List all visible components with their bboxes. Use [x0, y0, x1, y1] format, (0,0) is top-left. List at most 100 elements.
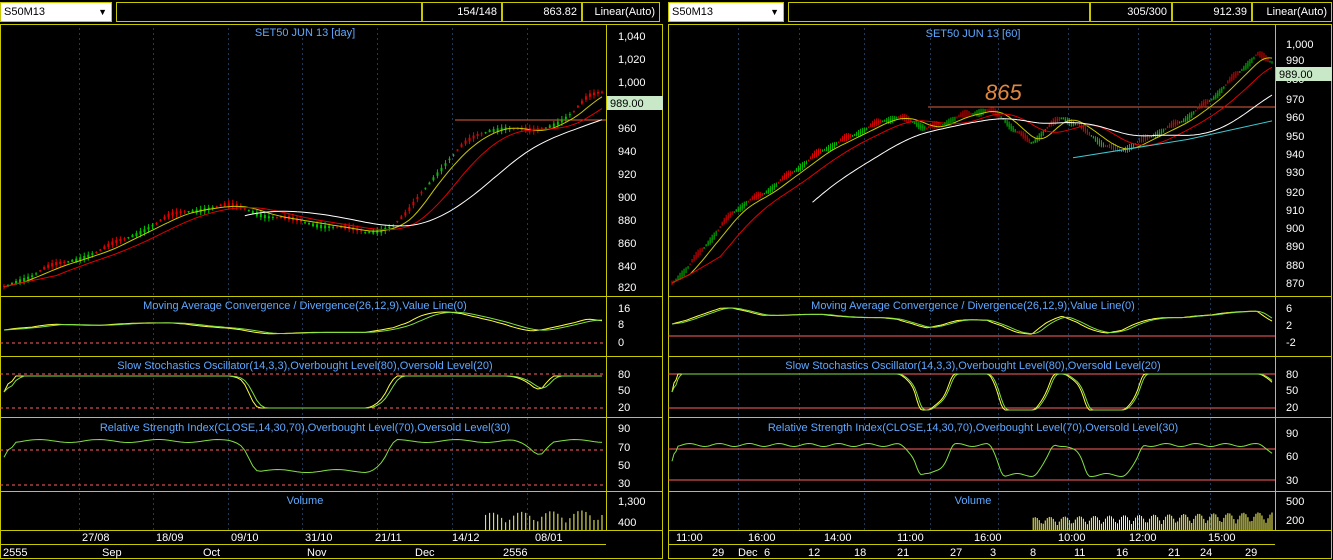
svg-text:10:00: 10:00 [1058, 532, 1086, 544]
candle-body [416, 196, 419, 200]
candle-body [11, 282, 14, 285]
candle-body [1251, 59, 1253, 61]
right-gridlines [738, 28, 1211, 530]
candle-body [1215, 95, 1217, 98]
svg-text:80: 80 [1286, 369, 1298, 381]
candle-body [400, 216, 403, 219]
candle-body [1219, 91, 1221, 94]
candle-body [860, 131, 862, 135]
candle-body [368, 231, 371, 234]
candle-body [436, 172, 439, 176]
candle-body [1241, 69, 1243, 71]
candle-body [892, 118, 894, 121]
candle-body [1133, 144, 1135, 146]
candle-body [934, 123, 936, 127]
svg-text:6: 6 [1286, 303, 1292, 315]
candle-body [71, 259, 74, 262]
candle-body [167, 213, 170, 218]
price-tick: 840 [618, 261, 636, 273]
candle-body [928, 126, 930, 128]
right-chart[interactable]: SET50 JUN 13 [60] Moving Average Converg… [668, 24, 1333, 560]
candle-body [231, 203, 234, 207]
candle-body [456, 149, 459, 151]
candle-body [1098, 141, 1100, 144]
candle-body [1048, 124, 1050, 127]
candle-body [588, 93, 591, 97]
candle-body [697, 252, 699, 255]
candle-body [312, 223, 315, 227]
svg-text:16:00: 16:00 [974, 532, 1002, 544]
svg-text:Oct: Oct [203, 547, 220, 559]
candle-body [838, 141, 840, 143]
candle-body [1074, 123, 1076, 125]
candle-body [1020, 132, 1022, 136]
svg-text:12: 12 [808, 547, 820, 559]
left-stoch-title: Slow Stochastics Oscillator(14,3,3),Over… [117, 360, 492, 372]
candle-body [1253, 57, 1255, 59]
candle-body [683, 271, 685, 274]
candle-body [1213, 97, 1215, 100]
candle-body [815, 151, 817, 155]
candle-body [580, 100, 583, 104]
left-chart[interactable]: SET50 JUN 13 [day] Moving Average Conver… [0, 24, 664, 560]
rsi-line [3, 438, 603, 474]
candle-body [1042, 131, 1044, 134]
candle-body [1209, 100, 1211, 102]
candle-body [1245, 65, 1247, 69]
candle-body [886, 119, 888, 123]
candle-body [255, 212, 258, 216]
candle-body [55, 262, 58, 266]
candle-body [1088, 133, 1090, 135]
macd-line [3, 311, 603, 335]
candle-body [709, 239, 711, 243]
candle-body [336, 226, 339, 228]
candle-body [360, 230, 363, 232]
candle-body [755, 194, 757, 198]
left-date-axis: 27/08 18/09 09/10 31/10 21/11 14/12 08/0… [3, 532, 563, 559]
candle-body [1177, 121, 1179, 124]
candle-body [817, 150, 819, 154]
svg-text:8: 8 [618, 319, 624, 331]
candle-body [842, 137, 844, 141]
candle-body [882, 120, 884, 122]
right-scale-mode[interactable]: Linear(Auto) [1252, 2, 1332, 22]
candle-body [870, 124, 872, 127]
candle-body [95, 252, 98, 254]
candle-body [1201, 103, 1203, 107]
ma-fast-line [671, 57, 1273, 284]
candle-body [67, 261, 70, 263]
right-header-blank [788, 2, 1090, 22]
right-macd-title: Moving Average Convergence / Divergence(… [811, 300, 1135, 312]
right-volume-title: Volume [955, 495, 992, 507]
candle-body [1056, 118, 1058, 121]
candle-body [320, 224, 323, 229]
candle-body [1169, 124, 1171, 127]
candle-body [1257, 53, 1259, 56]
left-scale-mode[interactable]: Linear(Auto) [582, 2, 660, 22]
right-symbol-select[interactable]: S50M13 ▼ [668, 2, 784, 22]
candle-body [914, 122, 916, 125]
candle-body [452, 154, 455, 156]
candle-body [898, 116, 900, 118]
price-tick: 910 [1286, 205, 1304, 217]
candle-body [1237, 72, 1239, 74]
candle-body [918, 124, 920, 128]
candle-body [737, 208, 739, 211]
candle-body [1078, 124, 1080, 127]
candle-body [826, 148, 828, 151]
price-tick: 1,020 [618, 54, 646, 66]
candle-body [123, 238, 126, 240]
candle-body [219, 204, 222, 207]
candle-body [175, 211, 178, 215]
svg-text:60: 60 [1286, 451, 1298, 463]
candle-body [868, 126, 870, 128]
candle-body [1217, 93, 1219, 96]
price-tick: 1,040 [618, 31, 646, 43]
candle-body [584, 96, 587, 100]
candle-body [1038, 135, 1040, 139]
candle-body [902, 116, 904, 119]
left-symbol-select[interactable]: S50M13 ▼ [0, 2, 112, 22]
candle-body [725, 217, 727, 221]
candle-body [135, 233, 138, 237]
svg-text:16:00: 16:00 [748, 532, 776, 544]
